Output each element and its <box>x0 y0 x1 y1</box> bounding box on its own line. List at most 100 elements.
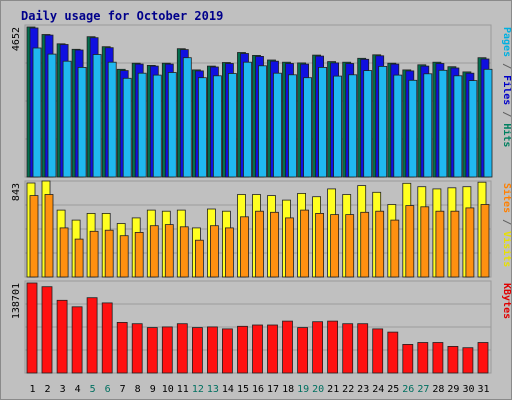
bar-sites-10 <box>164 224 174 278</box>
bar-kbytes-6 <box>101 302 113 374</box>
legend-entry-0: KBytes <box>501 283 511 319</box>
bar-sites-29 <box>450 210 460 278</box>
bar-kbytes-16 <box>252 324 263 374</box>
bar-sites-15 <box>240 216 249 278</box>
bar-kbytes-29 <box>447 345 459 374</box>
bar-sites-7 <box>119 235 129 278</box>
bar-pages-14 <box>227 73 237 178</box>
legend-kbytes: KBytes <box>501 283 511 319</box>
bar-pages-28 <box>438 69 448 178</box>
legend-entry-0: Sites <box>501 183 511 213</box>
x-tick-label-19: 19 <box>297 384 309 395</box>
bar-pages-4 <box>77 67 87 178</box>
bar-sites-4 <box>74 238 84 278</box>
bar-pages-7 <box>122 77 132 178</box>
bar-kbytes-10 <box>161 326 173 374</box>
x-tick-label-14: 14 <box>222 384 234 395</box>
x-tick-label-3: 3 <box>60 384 66 395</box>
bar-pages-31 <box>483 68 493 178</box>
bar-sites-28 <box>435 210 445 278</box>
x-tick-label-15: 15 <box>237 384 249 395</box>
x-tick-label-12: 12 <box>192 384 204 395</box>
bar-pages-18 <box>288 74 297 178</box>
x-tick-label-6: 6 <box>105 384 111 395</box>
ymax-label-kbytes: 138701 <box>11 283 22 319</box>
bar-pages-16 <box>258 65 267 178</box>
bar-sites-13 <box>209 225 219 278</box>
bar-kbytes-9 <box>146 327 158 374</box>
bar-sites-2 <box>44 194 54 278</box>
bar-pages-19 <box>303 77 313 178</box>
bar-pages-15 <box>243 61 252 178</box>
bar-kbytes-3 <box>56 299 68 374</box>
legend-visits-sites: Sites / Visits <box>501 183 511 267</box>
bar-sites-27 <box>420 206 430 278</box>
bar-kbytes-28 <box>432 342 444 374</box>
bar-kbytes-8 <box>131 323 143 374</box>
x-tick-label-30: 30 <box>462 384 474 395</box>
bar-kbytes-1 <box>26 282 38 374</box>
bar-sites-6 <box>104 229 114 278</box>
x-tick-label-29: 29 <box>447 384 459 395</box>
bar-pages-17 <box>273 72 282 178</box>
x-tick-label-17: 17 <box>267 384 279 395</box>
x-tick-label-1: 1 <box>29 384 35 395</box>
bar-sites-11 <box>179 226 189 278</box>
bar-sites-30 <box>465 207 475 278</box>
bar-kbytes-5 <box>86 297 98 374</box>
bar-pages-21 <box>333 75 343 178</box>
bar-kbytes-21 <box>327 320 339 374</box>
bar-kbytes-2 <box>41 286 53 374</box>
bar-kbytes-7 <box>116 321 128 374</box>
x-tick-label-26: 26 <box>402 384 414 395</box>
bar-sites-26 <box>405 205 415 278</box>
bar-sites-14 <box>224 227 234 278</box>
bar-pages-22 <box>348 74 358 178</box>
bar-pages-29 <box>453 75 463 178</box>
bar-kbytes-12 <box>191 327 203 374</box>
bar-pages-3 <box>62 60 72 178</box>
bar-kbytes-30 <box>462 347 474 374</box>
legend-entry-0: Pages <box>501 27 511 57</box>
bar-pages-8 <box>137 72 147 178</box>
bar-kbytes-19 <box>297 327 309 374</box>
bar-kbytes-27 <box>417 342 429 374</box>
bar-sites-18 <box>285 217 294 278</box>
bar-kbytes-31 <box>477 342 489 374</box>
bar-kbytes-26 <box>402 343 414 374</box>
x-tick-label-5: 5 <box>90 384 96 395</box>
ymax-label-hits-files-pages: 4652 <box>11 27 22 51</box>
bar-kbytes-18 <box>282 320 293 374</box>
x-tick-label-18: 18 <box>282 384 294 395</box>
bar-kbytes-4 <box>71 306 83 374</box>
bar-pages-2 <box>47 53 57 178</box>
bar-kbytes-24 <box>372 328 384 374</box>
bar-sites-20 <box>315 212 325 278</box>
bar-sites-23 <box>360 211 370 278</box>
bar-pages-1 <box>32 47 42 178</box>
bar-kbytes-13 <box>206 326 218 374</box>
bar-pages-30 <box>468 80 478 178</box>
bar-pages-10 <box>167 72 177 178</box>
x-tick-label-20: 20 <box>312 384 324 395</box>
x-tick-label-23: 23 <box>357 384 369 395</box>
bar-sites-21 <box>330 214 340 278</box>
x-tick-label-13: 13 <box>207 384 219 395</box>
x-tick-label-16: 16 <box>252 384 264 395</box>
chart-title: Daily usage for October 2019 <box>21 9 223 23</box>
bar-sites-25 <box>390 219 400 278</box>
x-tick-label-28: 28 <box>432 384 444 395</box>
bar-pages-23 <box>363 70 373 178</box>
bar-sites-12 <box>194 239 204 278</box>
legend-entry-3: / <box>501 105 511 123</box>
x-tick-label-4: 4 <box>75 384 81 395</box>
bar-sites-24 <box>375 210 385 278</box>
legend-entry-2: Files <box>501 75 511 105</box>
bar-sites-1 <box>29 195 39 278</box>
bar-kbytes-22 <box>342 323 354 374</box>
x-tick-label-27: 27 <box>417 384 429 395</box>
bar-sites-19 <box>300 209 310 278</box>
bar-sites-9 <box>149 225 159 278</box>
x-tick-label-24: 24 <box>372 384 384 395</box>
